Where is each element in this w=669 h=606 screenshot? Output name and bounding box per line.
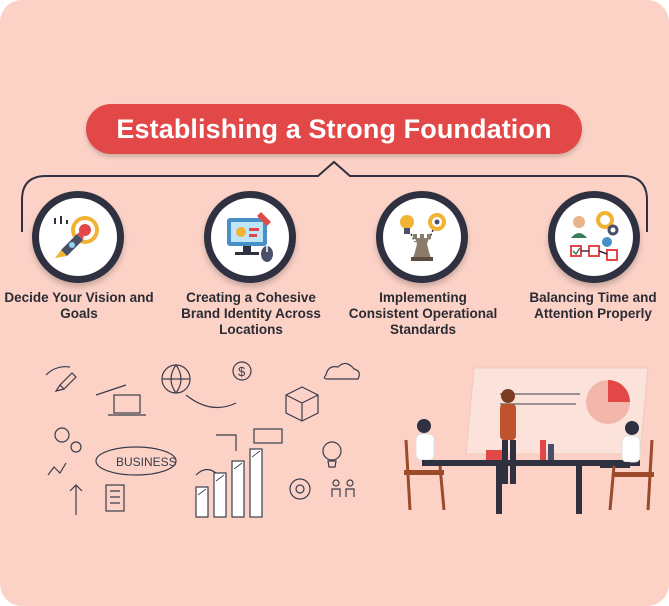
business-doodle-illustration: $ bbox=[45, 361, 360, 518]
title-banner: Establishing a Strong Foundation bbox=[86, 104, 582, 154]
svg-text:$: $ bbox=[238, 364, 246, 379]
step-2-label: Creating a Cohesive Brand Identity Acros… bbox=[181, 290, 321, 337]
workflow-manager-icon bbox=[570, 211, 619, 261]
step-1-label: Decide Your Vision and Goals bbox=[4, 290, 154, 321]
step-4-circle bbox=[548, 191, 640, 283]
dollar-icon bbox=[232, 361, 252, 381]
bracket-connector bbox=[21, 160, 648, 232]
cloud-icon bbox=[323, 362, 360, 380]
step-3-circle bbox=[376, 191, 468, 283]
gears-icon bbox=[54, 427, 70, 443]
rocket-icon bbox=[59, 372, 77, 390]
step-1-circle bbox=[32, 191, 124, 283]
step-4-label: Balancing Time and Attention Properly bbox=[529, 290, 657, 321]
meeting-table-icon bbox=[440, 440, 640, 514]
chess-rook-strategy-icon bbox=[400, 213, 446, 261]
business-word: BUSINESS bbox=[116, 455, 177, 469]
lightbulb-icon bbox=[322, 441, 342, 461]
step-3-label: Implementing Consistent Operational Stan… bbox=[348, 290, 498, 337]
page-title: Establishing a Strong Foundation bbox=[116, 113, 552, 144]
bar-chart-icon bbox=[195, 448, 263, 518]
laptop-icon bbox=[113, 394, 141, 414]
meeting-illustration bbox=[404, 367, 654, 514]
pie-chart-board-icon bbox=[465, 367, 649, 455]
rocket-target-icon bbox=[54, 216, 99, 258]
people-icon bbox=[332, 479, 340, 487]
monitor-design-icon bbox=[227, 212, 273, 262]
step-2-circle bbox=[204, 191, 296, 283]
